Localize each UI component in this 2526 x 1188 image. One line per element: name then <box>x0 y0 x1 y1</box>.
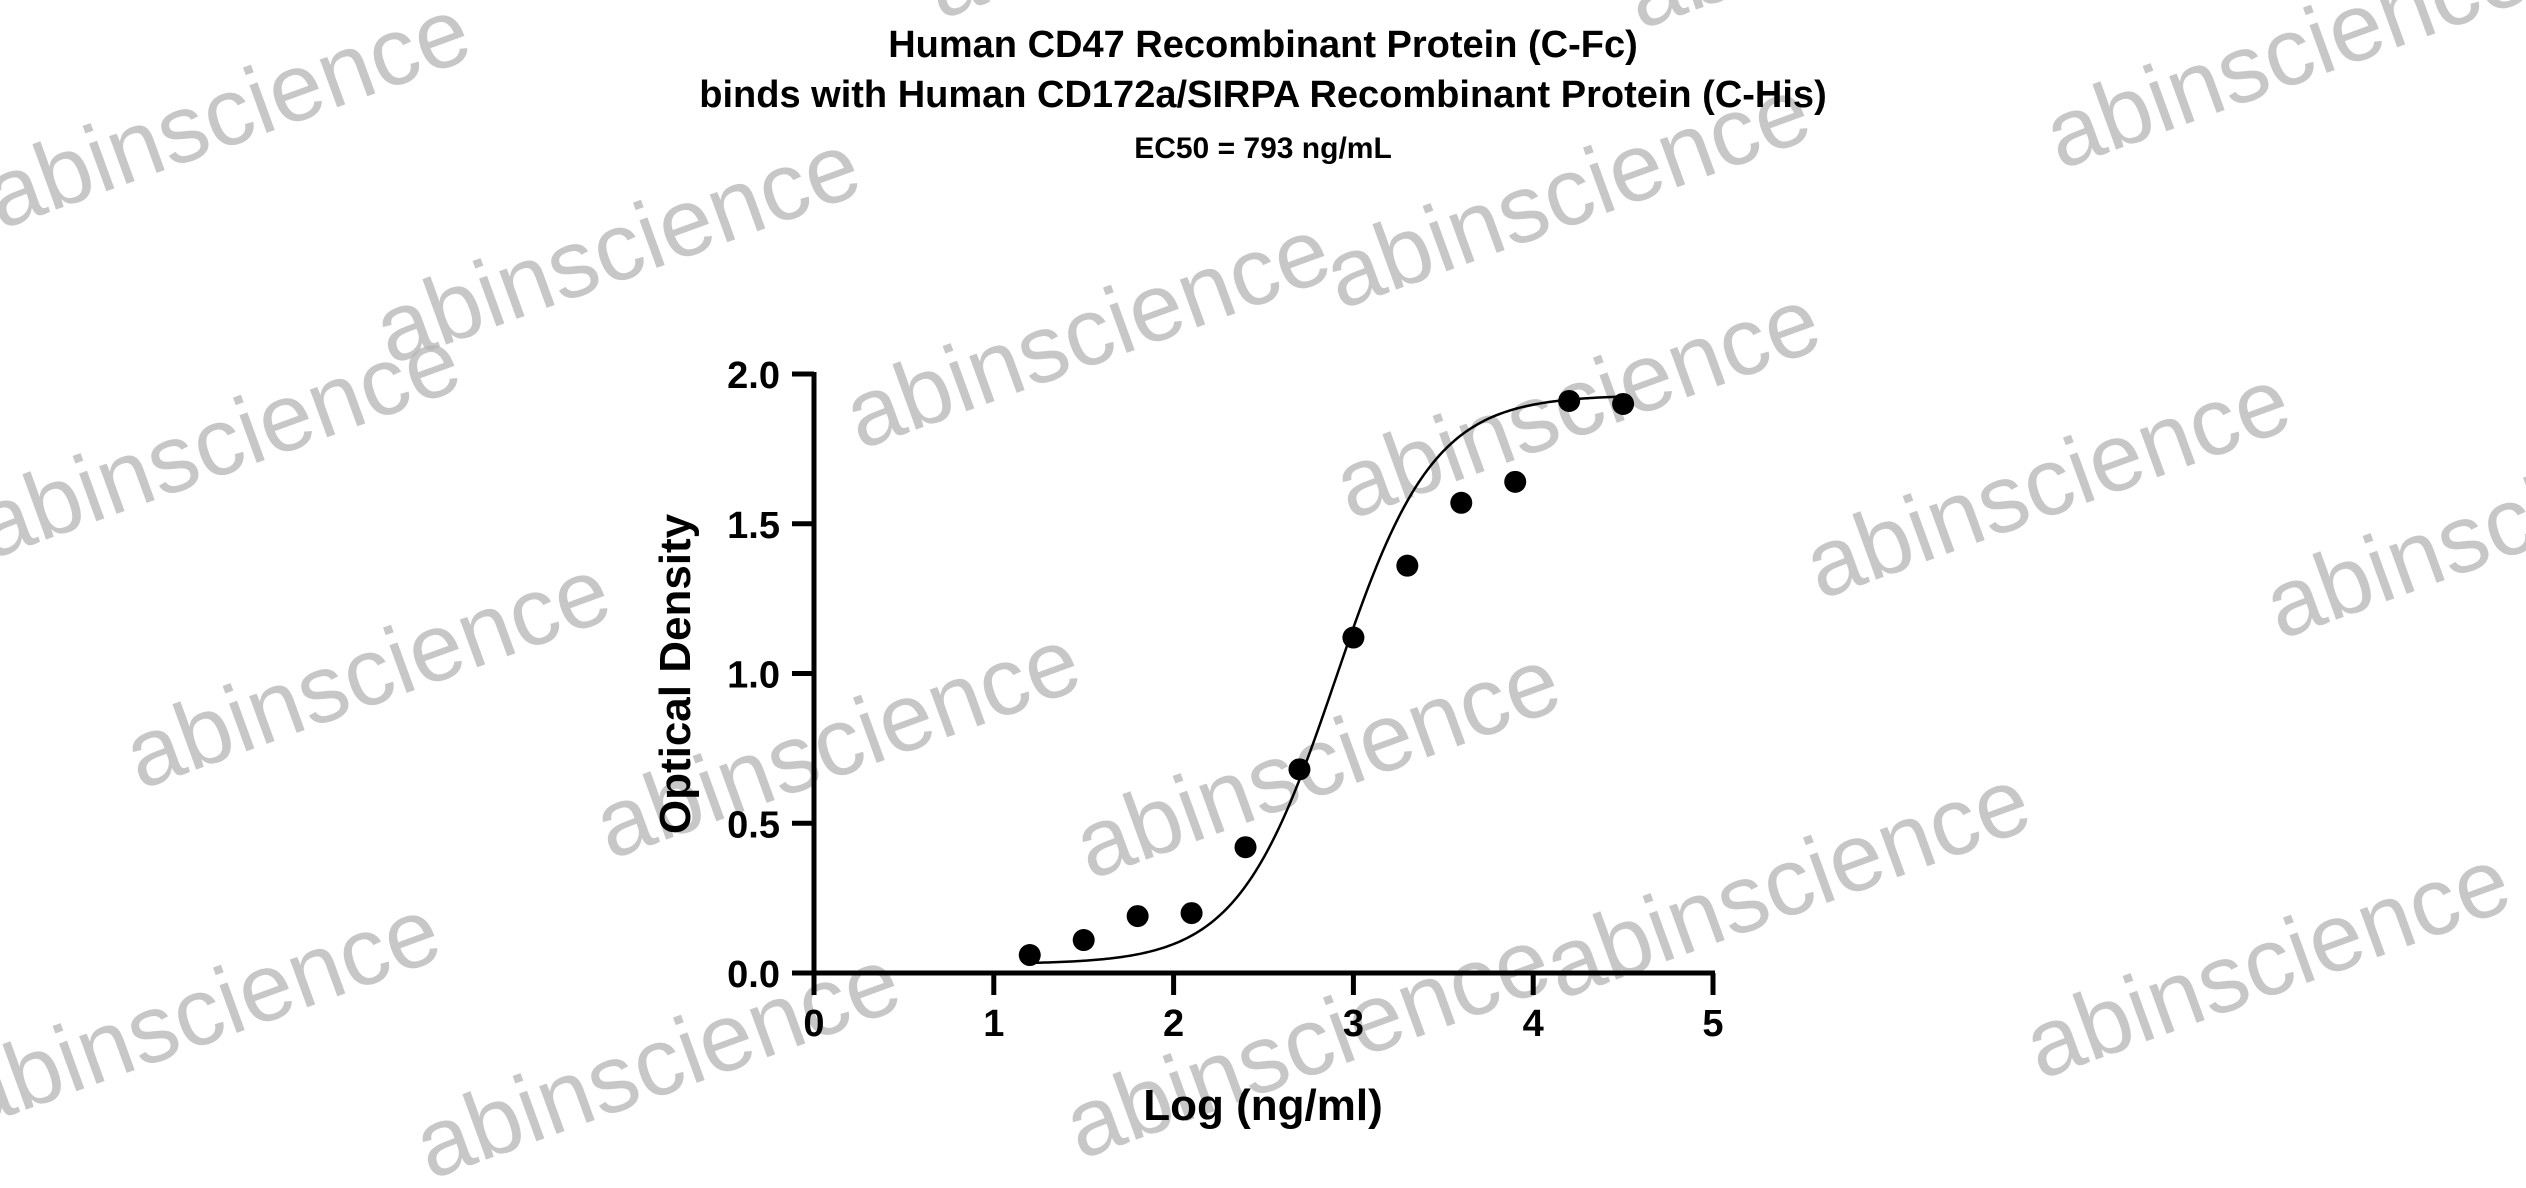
chart-title: Human CD47 Recombinant Protein (C-Fc) bi… <box>699 24 1826 165</box>
watermark-text: abinscience <box>0 306 474 580</box>
watermark-text: abinscience <box>831 196 1344 470</box>
watermark-text: abinscience <box>1611 0 2124 50</box>
data-point <box>1072 929 1095 952</box>
watermark-text: abinscience <box>1791 346 2304 620</box>
watermark-text: abinscience <box>1061 626 1574 900</box>
watermark-text: abinscience <box>1051 906 1564 1180</box>
y-tick-label: 0.5 <box>727 804 780 846</box>
data-point <box>1180 902 1203 925</box>
watermark-text: abinscience <box>2031 0 2526 190</box>
x-tick-label: 3 <box>1343 1003 1364 1045</box>
watermark-text: abinscience <box>2011 826 2524 1100</box>
data-point <box>1126 905 1149 928</box>
y-tick-label: 1.5 <box>727 505 780 547</box>
x-tick-label: 4 <box>1523 1003 1544 1045</box>
plot-area: 0 1 2 3 4 5 0.0 0.5 1.0 1.5 2.0 <box>727 355 1723 1045</box>
watermark-text: abinscience <box>1531 746 2044 1020</box>
data-point <box>1612 392 1635 415</box>
watermark-text: abinscience <box>0 876 454 1150</box>
data-point <box>1342 626 1365 649</box>
data-point <box>1234 836 1257 859</box>
title-line-3: EC50 = 793 ng/mL <box>1134 132 1392 165</box>
watermark-text: abinscience <box>0 0 484 250</box>
data-point <box>1018 944 1041 967</box>
data-point <box>1288 758 1311 781</box>
x-tick-label: 2 <box>1163 1003 1184 1045</box>
axes: 0 1 2 3 4 5 0.0 0.5 1.0 1.5 2.0 <box>727 355 1723 1045</box>
y-tick-label: 0.0 <box>727 954 780 996</box>
data-point <box>1558 389 1581 412</box>
y-tick-label: 2.0 <box>727 355 780 397</box>
data-point <box>1450 491 1473 514</box>
x-tick-label: 5 <box>1702 1003 1723 1045</box>
data-point <box>1396 554 1419 577</box>
x-tick-label: 0 <box>803 1003 824 1045</box>
data-points <box>1018 389 1635 967</box>
x-axis-title: Log (ng/ml) <box>1143 1081 1383 1130</box>
data-point <box>1504 470 1527 493</box>
title-line-2: binds with Human CD172a/SIRPA Recombinan… <box>699 74 1826 116</box>
watermark-text: abinscience <box>401 926 914 1188</box>
fit-curve <box>1029 395 1624 965</box>
fit-curve-layer <box>1029 395 1624 965</box>
watermark-text: abinscience <box>111 536 624 810</box>
x-tick-label: 1 <box>983 1003 1004 1045</box>
title-line-1: Human CD47 Recombinant Protein (C-Fc) <box>888 24 1638 66</box>
y-tick-label: 1.0 <box>727 655 780 697</box>
y-axis-title: Optical Density <box>651 513 700 834</box>
